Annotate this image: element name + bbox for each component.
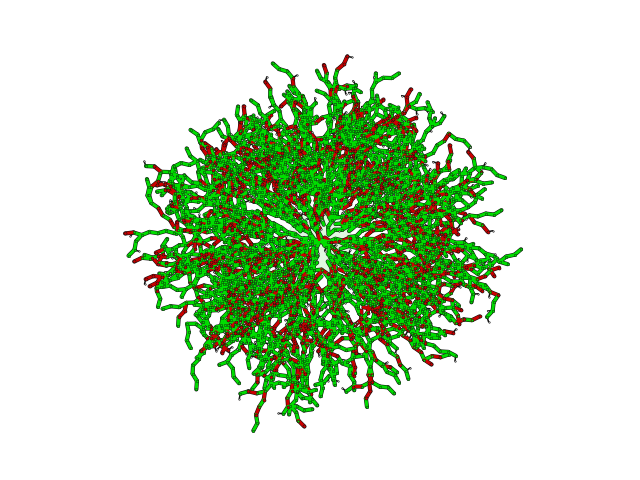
Circle shape	[289, 208, 351, 272]
